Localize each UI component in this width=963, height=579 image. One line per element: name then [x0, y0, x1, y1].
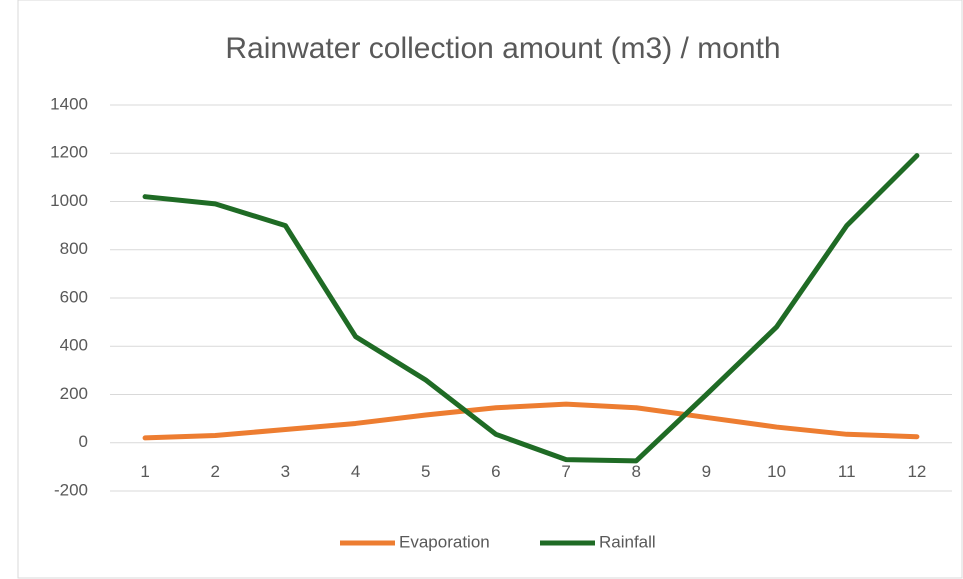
x-tick-label: 3: [281, 462, 290, 481]
line-series: [142, 401, 920, 441]
x-tick-label: 2: [211, 462, 220, 481]
y-tick-label: 1000: [50, 191, 88, 210]
x-tick-label: 1: [140, 462, 149, 481]
line-series: [142, 153, 920, 464]
y-tick-label: 800: [60, 239, 88, 258]
y-tick-label: 200: [60, 384, 88, 403]
x-tick-label: 11: [838, 462, 856, 481]
x-tick-label: 8: [632, 462, 641, 481]
y-tick-label: 400: [60, 336, 88, 355]
x-tick-label: 4: [351, 462, 360, 481]
y-tick-label: 1400: [50, 94, 88, 113]
legend-label: Rainfall: [599, 532, 656, 551]
x-tick-label: 9: [702, 462, 711, 481]
x-tick-label: 7: [561, 462, 570, 481]
y-tick-label: 1200: [50, 143, 88, 162]
legend-label: Evaporation: [399, 532, 490, 551]
x-tick-label: 10: [767, 462, 786, 481]
y-tick-label: 0: [79, 432, 88, 451]
x-tick-label: 6: [491, 462, 500, 481]
chart-title: Rainwater collection amount (m3) / month: [225, 32, 780, 65]
y-tick-label: 600: [60, 287, 88, 306]
y-tick-label: -200: [54, 480, 88, 499]
x-tick-label: 12: [907, 462, 926, 481]
x-tick-label: 5: [421, 462, 430, 481]
